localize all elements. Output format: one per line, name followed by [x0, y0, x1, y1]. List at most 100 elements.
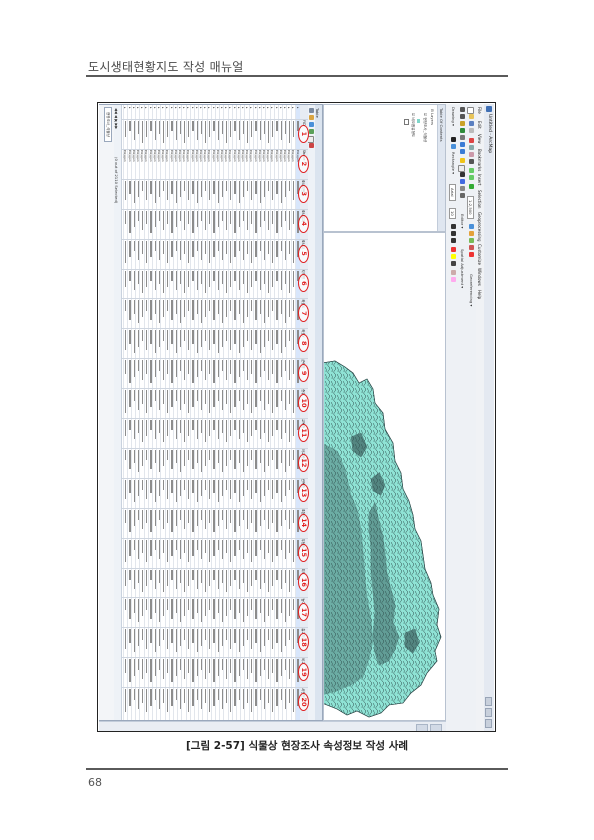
- column-divider[interactable]: [122, 627, 308, 628]
- row-selector[interactable]: ▸: [123, 107, 128, 109]
- catalog-dock-icon[interactable]: [430, 724, 442, 731]
- column-divider[interactable]: [122, 507, 308, 509]
- rectangle-tool[interactable]: Rectangle ▾: [451, 152, 456, 175]
- table-options-icon[interactable]: [309, 108, 314, 113]
- bold-icon[interactable]: [451, 224, 457, 229]
- select-by-attributes-icon[interactable]: [309, 122, 314, 127]
- scale-combobox[interactable]: 1:2,500: [467, 196, 474, 219]
- identify-icon[interactable]: [460, 179, 466, 184]
- row-selector[interactable]: ▸: [283, 107, 288, 109]
- column-divider[interactable]: [122, 477, 308, 479]
- menu-file[interactable]: File: [477, 107, 483, 114]
- menu-insert[interactable]: Insert: [477, 174, 483, 186]
- italic-icon[interactable]: [451, 231, 457, 236]
- new-document-icon[interactable]: [467, 107, 475, 114]
- add-data-icon[interactable]: [469, 184, 475, 189]
- row-selector[interactable]: ▸: [199, 107, 204, 109]
- catalog-window-icon[interactable]: [469, 238, 475, 243]
- delete-icon[interactable]: [469, 159, 475, 164]
- font-name-combobox[interactable]: Arial: [449, 184, 456, 201]
- save-icon[interactable]: [469, 121, 475, 126]
- cut-icon[interactable]: [469, 138, 475, 143]
- row-selector[interactable]: ▸: [157, 107, 162, 109]
- row-selector[interactable]: ▸: [278, 107, 283, 109]
- row-selector[interactable]: ▸: [266, 107, 271, 109]
- column-divider[interactable]: [122, 657, 308, 658]
- column-divider[interactable]: [122, 537, 308, 539]
- menu-edit[interactable]: Edit: [477, 121, 483, 129]
- row-selector[interactable]: ▸: [207, 107, 212, 109]
- column-divider[interactable]: [122, 687, 308, 688]
- row-selector[interactable]: ▸: [152, 107, 157, 109]
- zoom-out-icon[interactable]: [460, 114, 466, 119]
- font-color-icon[interactable]: [451, 247, 457, 252]
- open-folder-icon[interactable]: [469, 114, 475, 119]
- row-selector[interactable]: ▸: [194, 107, 199, 109]
- menu-customize[interactable]: Customize: [477, 244, 483, 265]
- row-selector[interactable]: ▸: [245, 107, 250, 109]
- row-selector[interactable]: ▸: [291, 107, 296, 109]
- forward-extent-icon[interactable]: [460, 149, 466, 154]
- table-tab-field-survey[interactable]: 현장조사_식물상: [104, 107, 112, 142]
- row-selector[interactable]: ▸: [203, 107, 208, 109]
- spatial-adjustment-menu[interactable]: Spatial Adjustment ▾: [460, 249, 465, 289]
- editor-menu[interactable]: Editor ▾: [460, 214, 465, 229]
- row-selector[interactable]: ▸: [236, 107, 241, 109]
- row-selector[interactable]: ▸: [173, 107, 178, 109]
- row-selector[interactable]: ▸: [262, 107, 267, 109]
- toc-layers-root[interactable]: ⊟ Layers: [430, 109, 434, 126]
- magenta-tool-icon[interactable]: [451, 277, 457, 282]
- row-selector[interactable]: ▸: [249, 107, 254, 109]
- toc-window-icon[interactable]: [469, 231, 475, 236]
- map-view[interactable]: [323, 232, 446, 721]
- menu-selection[interactable]: Selection: [477, 190, 483, 209]
- row-selector[interactable]: ▸: [148, 107, 153, 109]
- row-selector[interactable]: ▸: [186, 107, 191, 109]
- georeferencing-toolbar[interactable]: Georeferencing ▾: [469, 274, 474, 307]
- row-selector[interactable]: ▸: [144, 107, 149, 109]
- column-divider[interactable]: [122, 178, 308, 180]
- row-selector[interactable]: ▸: [257, 107, 262, 109]
- toc-layer-biotope[interactable]: ☑ 비오톱유형도: [411, 113, 415, 138]
- switch-selection-icon[interactable]: [309, 129, 314, 134]
- row-selector[interactable]: ▸: [140, 107, 145, 109]
- column-divider[interactable]: [122, 148, 308, 150]
- print-icon[interactable]: [469, 128, 475, 133]
- editor-toolbar-icon[interactable]: [469, 224, 475, 229]
- row-selector[interactable]: ▸: [211, 107, 216, 109]
- arctoolbox-icon[interactable]: [469, 252, 475, 257]
- menu-bookmarks[interactable]: Bookmarks: [477, 149, 483, 172]
- rotate-icon[interactable]: [451, 144, 457, 149]
- zoom-in-icon[interactable]: [460, 107, 466, 112]
- row-selector[interactable]: ▸: [287, 107, 292, 109]
- column-divider[interactable]: [122, 298, 308, 299]
- column-divider[interactable]: [122, 268, 308, 269]
- row-selector[interactable]: ▸: [232, 107, 237, 109]
- fill-color-icon[interactable]: [451, 254, 457, 259]
- column-divider[interactable]: [122, 597, 308, 598]
- full-extent-icon[interactable]: [460, 128, 466, 133]
- delete-selected-icon[interactable]: [309, 143, 314, 148]
- column-divider[interactable]: [122, 388, 308, 389]
- menu-help[interactable]: Help: [477, 290, 483, 300]
- column-divider[interactable]: [122, 567, 308, 568]
- row-selector[interactable]: ▸: [127, 107, 132, 109]
- row-selector[interactable]: ▸: [178, 107, 183, 109]
- row-selector[interactable]: ▸: [161, 107, 166, 109]
- find-icon[interactable]: [460, 186, 466, 191]
- row-selector[interactable]: ▸: [190, 107, 195, 109]
- row-selector[interactable]: ▸: [228, 107, 233, 109]
- search-window-icon[interactable]: [469, 245, 475, 250]
- column-divider[interactable]: [122, 418, 308, 419]
- column-divider[interactable]: [122, 358, 308, 359]
- row-selector[interactable]: ▸: [165, 107, 170, 109]
- row-selector[interactable]: ▸: [274, 107, 279, 109]
- search-dock-icon[interactable]: [416, 724, 428, 731]
- row-selector[interactable]: ▸: [270, 107, 275, 109]
- row-selector[interactable]: ▸: [131, 107, 136, 109]
- select-features-icon[interactable]: [460, 158, 466, 163]
- menu-windows[interactable]: Windows: [477, 268, 483, 286]
- undo-icon[interactable]: [469, 168, 475, 173]
- column-divider[interactable]: [122, 447, 308, 449]
- close-icon[interactable]: [485, 719, 492, 728]
